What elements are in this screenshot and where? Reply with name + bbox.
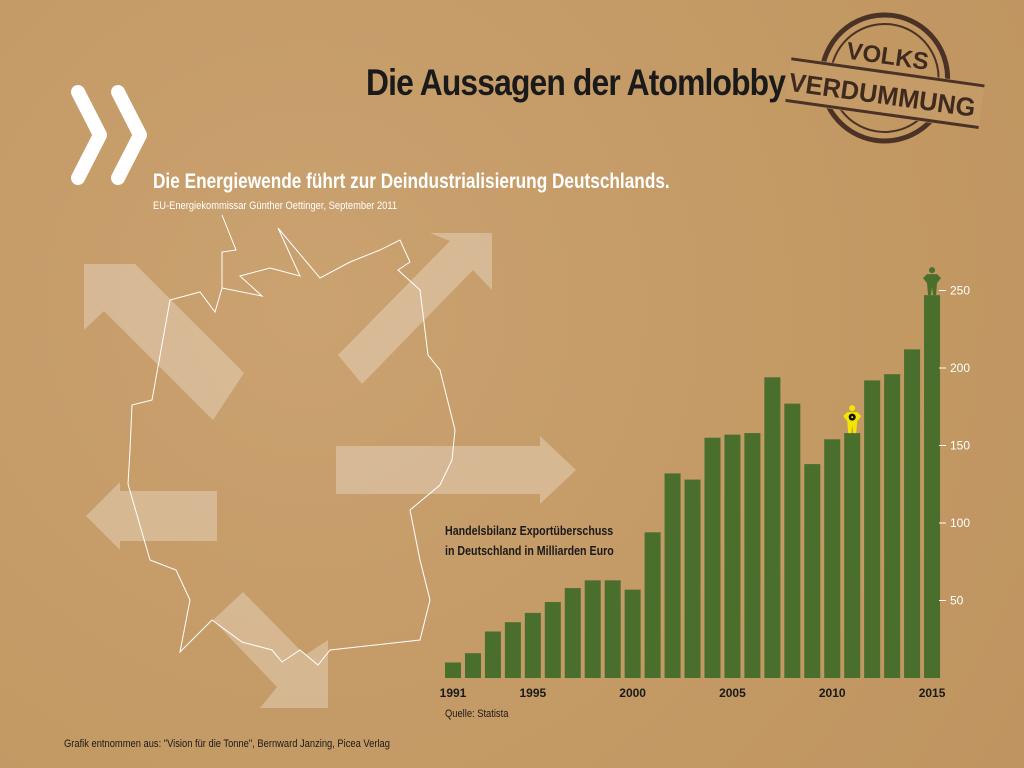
bar-chart: 50 100 150 200 250 1991 1995 2000 2005 2010 2015 [440, 267, 970, 700]
arrow-left-icon [86, 482, 217, 550]
y-tick-label: 100 [950, 516, 970, 530]
bar-1999 [604, 580, 621, 678]
bar-1998 [584, 580, 601, 678]
arrow-up-right-icon [338, 233, 492, 384]
bar-2003 [684, 479, 701, 678]
y-tick-label: 150 [950, 439, 970, 453]
bar-2013 [884, 374, 901, 678]
chart-source: Quelle: Statista [445, 708, 509, 720]
x-tick-label: 2015 [919, 686, 946, 700]
bar-2010 [824, 439, 841, 678]
chart-title: Handelsbilanz Exportüberschuss in Deutsc… [445, 521, 614, 561]
bar-2006 [744, 433, 761, 678]
arrow-up-left-icon [84, 264, 244, 420]
bar-1995 [524, 612, 541, 678]
bar-2008 [784, 403, 801, 678]
bar-1993 [484, 631, 501, 678]
arrow-right-icon [336, 436, 576, 504]
x-tick-label: 2010 [819, 686, 846, 700]
x-tick-label: 2005 [719, 686, 746, 700]
bar-1994 [504, 622, 521, 678]
bar-1996 [544, 602, 561, 678]
y-tick-label: 50 [950, 594, 964, 608]
bar-2004 [704, 437, 721, 678]
chart-title-line-2: in Deutschland in Milliarden Euro [445, 543, 614, 558]
bar-2009 [804, 464, 821, 678]
y-tick-label: 250 [950, 284, 970, 298]
nuclear-worker-figure-icon [843, 405, 862, 434]
quote-marks-icon [71, 85, 147, 185]
x-tick-label: 1991 [440, 686, 467, 700]
bar-2000 [624, 589, 641, 678]
quote-text: Die Energiewende führt zur Deindustriali… [153, 170, 670, 193]
bar-2002 [664, 473, 681, 678]
y-tick-label: 200 [950, 361, 970, 375]
germany-map-outline [127, 214, 456, 666]
bar-2007 [764, 377, 781, 678]
stamp-text: VOLKS VERDUMMUNG [785, 38, 985, 130]
page-title: Die Aussagen der Atomlobby [366, 62, 786, 103]
chart-title-line-1: Handelsbilanz Exportüberschuss [445, 523, 614, 538]
bar-2001 [644, 532, 661, 678]
bar-2012 [864, 380, 881, 678]
image-credit: Grafik entnommen aus: "Vision für die To… [64, 738, 390, 750]
x-tick-label: 2000 [619, 686, 646, 700]
decorative-arrows [84, 233, 576, 708]
bar-2014 [904, 349, 921, 678]
quote-source: EU-Energiekommissar Günther Oettinger, S… [153, 200, 398, 212]
bar-1992 [464, 653, 481, 678]
bar-1991 [445, 662, 461, 678]
x-tick-label: 1995 [519, 686, 546, 700]
person-figure-icon [923, 267, 942, 296]
bar-1997 [564, 588, 581, 678]
bar-2011 [844, 433, 861, 678]
bar-2005 [724, 434, 741, 678]
bar-2015 [924, 295, 941, 678]
